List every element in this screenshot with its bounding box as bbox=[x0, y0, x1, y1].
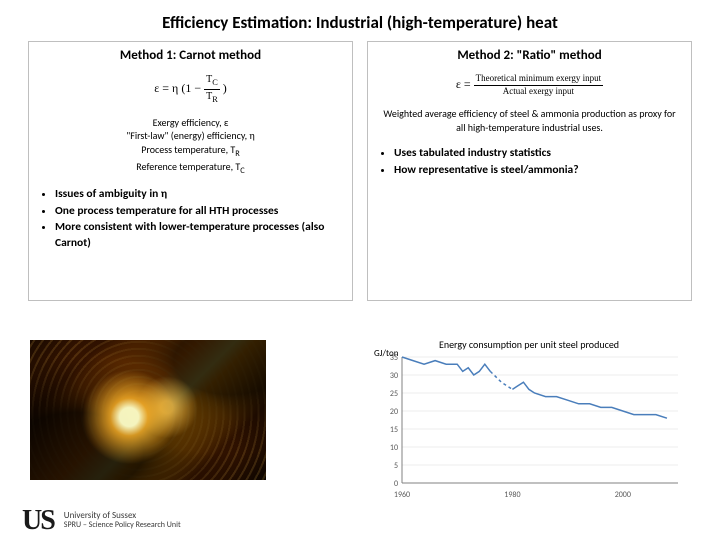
slide-title: Efficiency Estimation: Industrial (high-… bbox=[0, 0, 720, 41]
footer-text: University of Sussex SPRU – Science Poli… bbox=[64, 511, 181, 531]
bullet: Uses tabulated industry statistics bbox=[394, 146, 683, 162]
def-line: "First-law" (energy) efficiency, η bbox=[37, 129, 344, 143]
svg-text:15: 15 bbox=[390, 425, 398, 435]
chart-title: Energy consumption per unit steel produc… bbox=[374, 338, 684, 351]
footer: US University of Sussex SPRU – Science P… bbox=[22, 510, 181, 532]
svg-text:1960: 1960 bbox=[394, 490, 410, 500]
svg-text:5: 5 bbox=[394, 461, 398, 471]
line-chart: 05101520253035196019802000 bbox=[374, 351, 684, 501]
eq2-fraction: Theoretical minimum exergy input Actual … bbox=[474, 73, 604, 97]
method2-panel: Method 2: "Ratio" method ε = Theoretical… bbox=[367, 41, 692, 301]
svg-text:10: 10 bbox=[390, 443, 398, 453]
eq1-prefix: ε = η bbox=[154, 81, 178, 95]
eq1-open: (1 − bbox=[181, 81, 201, 95]
method1-panel: Method 1: Carnot method ε = η (1 − TC TR… bbox=[28, 41, 353, 301]
method1-equation: ε = η (1 − TC TR ) bbox=[37, 73, 344, 106]
svg-text:25: 25 bbox=[390, 389, 398, 399]
us-logo: US bbox=[22, 510, 54, 532]
def-line: Process temperature, TR bbox=[37, 143, 344, 160]
svg-text:20: 20 bbox=[390, 407, 398, 417]
chart-ylabel: GJ/ton bbox=[374, 348, 398, 359]
eq1-close: ) bbox=[223, 81, 227, 95]
svg-text:1980: 1980 bbox=[504, 490, 520, 500]
svg-text:0: 0 bbox=[394, 479, 398, 489]
bullet: How representative is steel/ammonia? bbox=[394, 163, 683, 179]
method2-equation: ε = Theoretical minimum exergy input Act… bbox=[376, 73, 683, 97]
method1-title: Method 1: Carnot method bbox=[37, 48, 344, 65]
footer-line2: SPRU – Science Policy Research Unit bbox=[64, 521, 181, 530]
def-line: Reference temperature, TC bbox=[37, 160, 344, 177]
method1-bullets: Issues of ambiguity in η One process tem… bbox=[37, 187, 344, 251]
method1-definitions: Exergy efficiency, ε "First-law" (energy… bbox=[37, 116, 344, 177]
bullet: Issues of ambiguity in η bbox=[55, 187, 344, 203]
eq1-fraction: TC TR bbox=[204, 73, 220, 106]
method2-description: Weighted average efficiency of steel & a… bbox=[380, 107, 679, 134]
method2-title: Method 2: "Ratio" method bbox=[376, 48, 683, 65]
svg-text:2000: 2000 bbox=[615, 490, 631, 500]
svg-text:30: 30 bbox=[390, 371, 398, 381]
columns: Method 1: Carnot method ε = η (1 − TC TR… bbox=[0, 41, 720, 301]
furnace-photo bbox=[30, 340, 266, 480]
bullet: One process temperature for all HTH proc… bbox=[55, 204, 344, 220]
chart-container: Energy consumption per unit steel produc… bbox=[374, 338, 684, 501]
eq2-prefix: ε = bbox=[456, 77, 471, 91]
def-line: Exergy efficiency, ε bbox=[37, 116, 344, 130]
method2-bullets: Uses tabulated industry statistics How r… bbox=[376, 146, 683, 178]
bullet: More consistent with lower-temperature p… bbox=[55, 220, 344, 251]
